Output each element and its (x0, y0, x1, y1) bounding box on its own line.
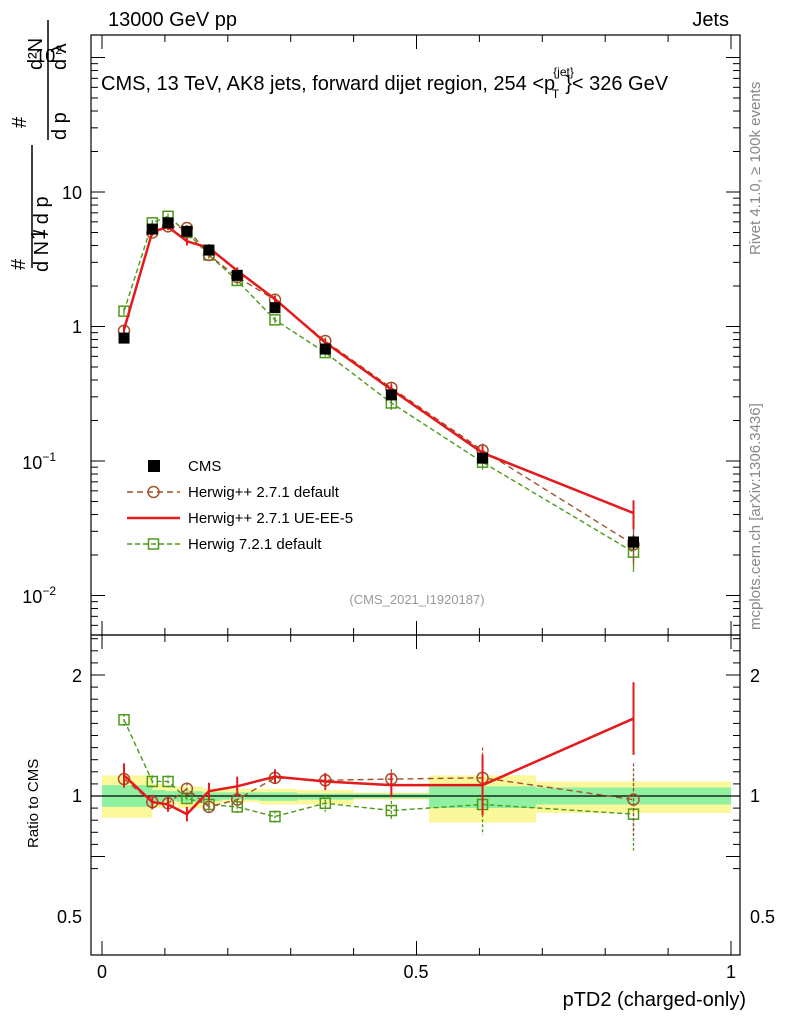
svg-text:d N / d p: d N / d p (31, 196, 53, 272)
data-point-0-7 (319, 343, 331, 355)
data-point-0-8 (385, 389, 397, 401)
svg-text:#: # (9, 116, 31, 128)
ratio-point-2-5 (231, 801, 243, 813)
ratio-point-0-10 (627, 793, 640, 806)
ratio-point-2-0 (118, 714, 130, 726)
data-point-0-0 (118, 332, 130, 344)
ytick-label-100: 102 (35, 43, 62, 66)
ytick-label-10: 10 (62, 183, 82, 203)
ytick-label-0p1: 10−1 (22, 450, 56, 473)
ratio-ytick-label-1-right: 1 (750, 786, 760, 806)
ratio-frame (90, 634, 741, 956)
ratio-series-layer (117, 682, 640, 851)
svg-text:1: 1 (28, 229, 50, 240)
band-green-6 (259, 792, 297, 801)
analysis-id: (CMS_2021_I1920187) (349, 592, 484, 607)
data-point-0-5 (231, 269, 243, 281)
data-point-0-3 (181, 225, 193, 237)
band-green-3 (177, 791, 203, 803)
ratio-point-0-4 (202, 800, 216, 814)
legend: CMS Herwig++ 2.7.1 default Herwig++ 2.7.1 … (127, 458, 353, 553)
ratio-uncertainty-bands (91, 775, 740, 823)
energy-label: 13000 GeV pp (108, 9, 237, 31)
legend-marker-3 (147, 538, 160, 550)
main-ylabel: # 1 d N / d p # d²N d p d λ (8, 20, 71, 272)
svg-text:d²N: d²N (25, 38, 47, 70)
ratio-ylabel: Ratio to CMS (25, 759, 42, 848)
data-point-3-6 (269, 314, 281, 326)
mcplots-label: mcplots.cern.ch [arXiv:1306.3436] (747, 403, 764, 630)
series-line-3 (123, 215, 634, 553)
ytick-label-0p01: 10−2 (22, 584, 56, 607)
data-point-0-4 (203, 244, 215, 256)
data-point-0-6 (269, 302, 281, 314)
ratio-ytick-label-1: 1 (72, 786, 82, 806)
ratio-ytick-label-2-right: 2 (750, 666, 760, 686)
legend-label-2: Herwig++ 2.7.1 UE-EE-5 (188, 510, 353, 527)
xtick-label-0: 0 (97, 962, 107, 982)
ratio-point-2-1 (146, 775, 159, 788)
data-point-0-9 (477, 452, 489, 464)
xtick-label-1: 1 (726, 962, 736, 982)
ytick-label-1: 1 (72, 317, 82, 337)
legend-label-0: CMS (188, 458, 221, 475)
rivet-label: Rivet 4.1.0, ≥ 100k events (747, 82, 764, 255)
legend-marker-1 (147, 485, 160, 499)
ratio-point-2-8 (385, 804, 398, 817)
plot-title: CMS, 13 TeV, AK8 jets, forward dijet reg… (101, 65, 669, 101)
data-point-0-10 (628, 536, 640, 548)
ratio-ytick-label-0p5: 0.5 (57, 907, 82, 927)
axis-ticks (91, 35, 740, 955)
main-series-layer (117, 210, 640, 572)
legend-marker-cms (148, 460, 160, 472)
band-green-4 (202, 792, 222, 801)
category-label: Jets (692, 9, 729, 31)
ratio-ytick-label-2: 2 (72, 666, 82, 686)
ratio-ytick-label-0p5-right: 0.5 (750, 907, 775, 927)
x-axis-label: pTD2 (charged-only) (563, 989, 746, 1011)
xtick-label-0p5: 0.5 (403, 962, 428, 982)
svg-text:d p: d p (49, 112, 71, 140)
legend-label-1: Herwig++ 2.7.1 default (188, 484, 340, 501)
svg-text:#: # (8, 258, 30, 270)
svg-text:d λ: d λ (49, 43, 71, 70)
data-point-0-1 (146, 223, 158, 235)
ratio-point-2-7 (319, 797, 332, 810)
legend-label-3: Herwig 7.2.1 default (188, 536, 322, 553)
data-point-0-2 (162, 217, 174, 229)
ratio-point-0-3 (180, 782, 194, 795)
ratio-point-2-2 (162, 775, 174, 788)
ratio-point-2-6 (269, 810, 281, 823)
